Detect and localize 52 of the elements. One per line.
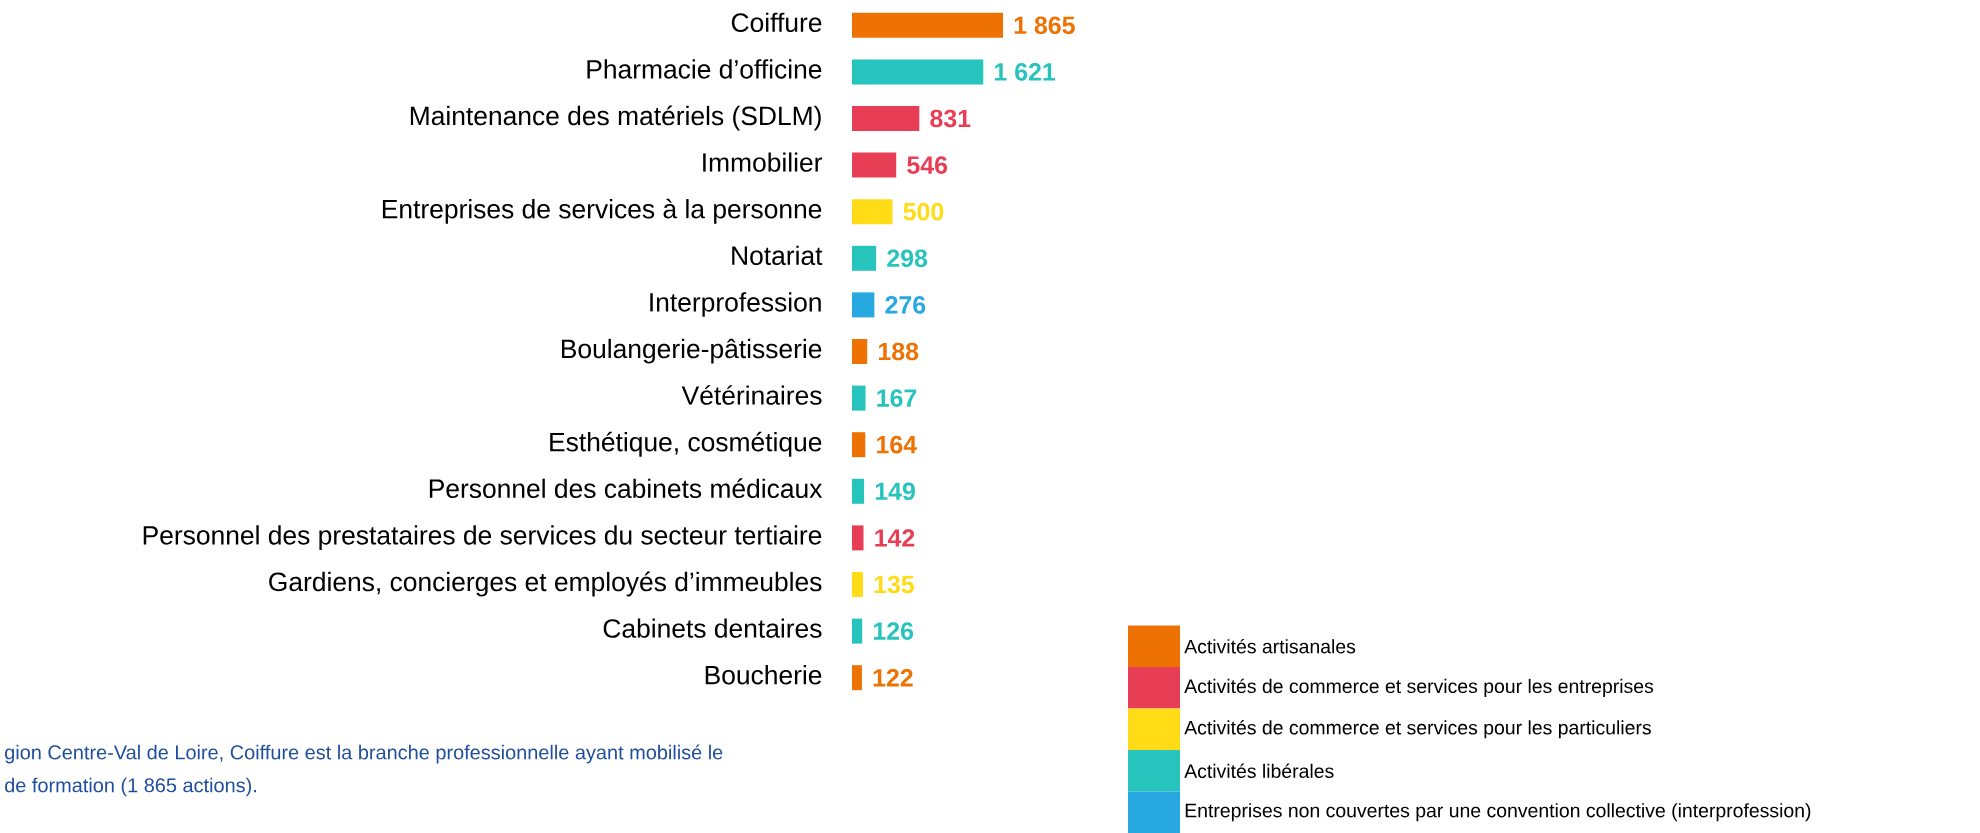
data-label: 831 bbox=[930, 109, 971, 128]
data-label: 142 bbox=[875, 529, 915, 547]
y-tick-label: Interprofession bbox=[650, 292, 821, 317]
bar bbox=[852, 385, 866, 411]
y-tick-label: Gardiens, concierges et employés d’immeubles bbox=[269, 571, 822, 597]
legend-label: Entreprises non couvertes par une convention collective (interprofession) bbox=[1185, 803, 1811, 822]
data-label: 164 bbox=[877, 435, 917, 454]
bar bbox=[852, 59, 984, 85]
y-tick-label: Notariat bbox=[732, 245, 823, 266]
bar bbox=[852, 245, 877, 271]
bar bbox=[852, 292, 875, 318]
data-label: 167 bbox=[877, 389, 917, 407]
text: de formation (1 865 actions). bbox=[5, 777, 256, 797]
bar bbox=[852, 199, 893, 225]
data-label: 1 865 bbox=[1014, 16, 1075, 35]
data-label: 546 bbox=[907, 156, 948, 174]
data-label: 188 bbox=[879, 342, 919, 361]
bar bbox=[852, 152, 897, 178]
legend-label: Activités de commerce et services pour les particuliers bbox=[1184, 720, 1651, 739]
y-tick-label: Maintenance des matériels (SDLM) bbox=[410, 105, 821, 131]
data-label: 1 621 bbox=[995, 63, 1056, 81]
data-label: 500 bbox=[903, 202, 944, 221]
legend-label: Activités artisanales bbox=[1184, 638, 1356, 654]
y-tick-label: Immobilier bbox=[703, 152, 823, 172]
bar bbox=[852, 665, 862, 691]
data-label: 298 bbox=[887, 249, 928, 268]
y-tick-label: Coiffure bbox=[731, 12, 822, 33]
y-tick-label: Entreprises de services à la personne bbox=[382, 198, 822, 224]
bar bbox=[852, 525, 864, 551]
y-tick-label: Boucherie bbox=[705, 665, 822, 685]
y-tick-label: Pharmacie d’officine bbox=[587, 59, 822, 79]
y-tick-label: Cabinets dentaires bbox=[603, 618, 822, 638]
bar bbox=[852, 105, 920, 131]
text: gion Centre-Val de Loire, Coiffure est la branche professionnelle ayant mobilisé le bbox=[5, 744, 723, 764]
y-tick-label: Vétérinaires bbox=[681, 385, 822, 405]
y-tick-label: Personnel des prestataires de services du secteur tertiaire bbox=[143, 525, 822, 550]
bar bbox=[852, 571, 863, 597]
data-label: 122 bbox=[873, 669, 913, 687]
bar bbox=[852, 432, 866, 458]
data-label: 149 bbox=[875, 482, 915, 501]
y-tick-label: Personnel des cabinets médicaux bbox=[429, 478, 823, 499]
bar bbox=[852, 338, 868, 364]
bar bbox=[852, 478, 865, 504]
bar bbox=[852, 12, 1004, 38]
data-label: 135 bbox=[874, 575, 914, 594]
legend-label: Activités libérales bbox=[1184, 763, 1334, 779]
y-tick-label: Esthétique, cosmétique bbox=[550, 431, 822, 457]
data-label: 276 bbox=[885, 296, 926, 314]
bar bbox=[852, 618, 863, 644]
data-label: 126 bbox=[873, 622, 914, 640]
y-tick-label: Boulangerie-pâtisserie bbox=[561, 338, 822, 364]
legend-label: Activités de commerce et services pour les entreprises bbox=[1184, 678, 1654, 697]
